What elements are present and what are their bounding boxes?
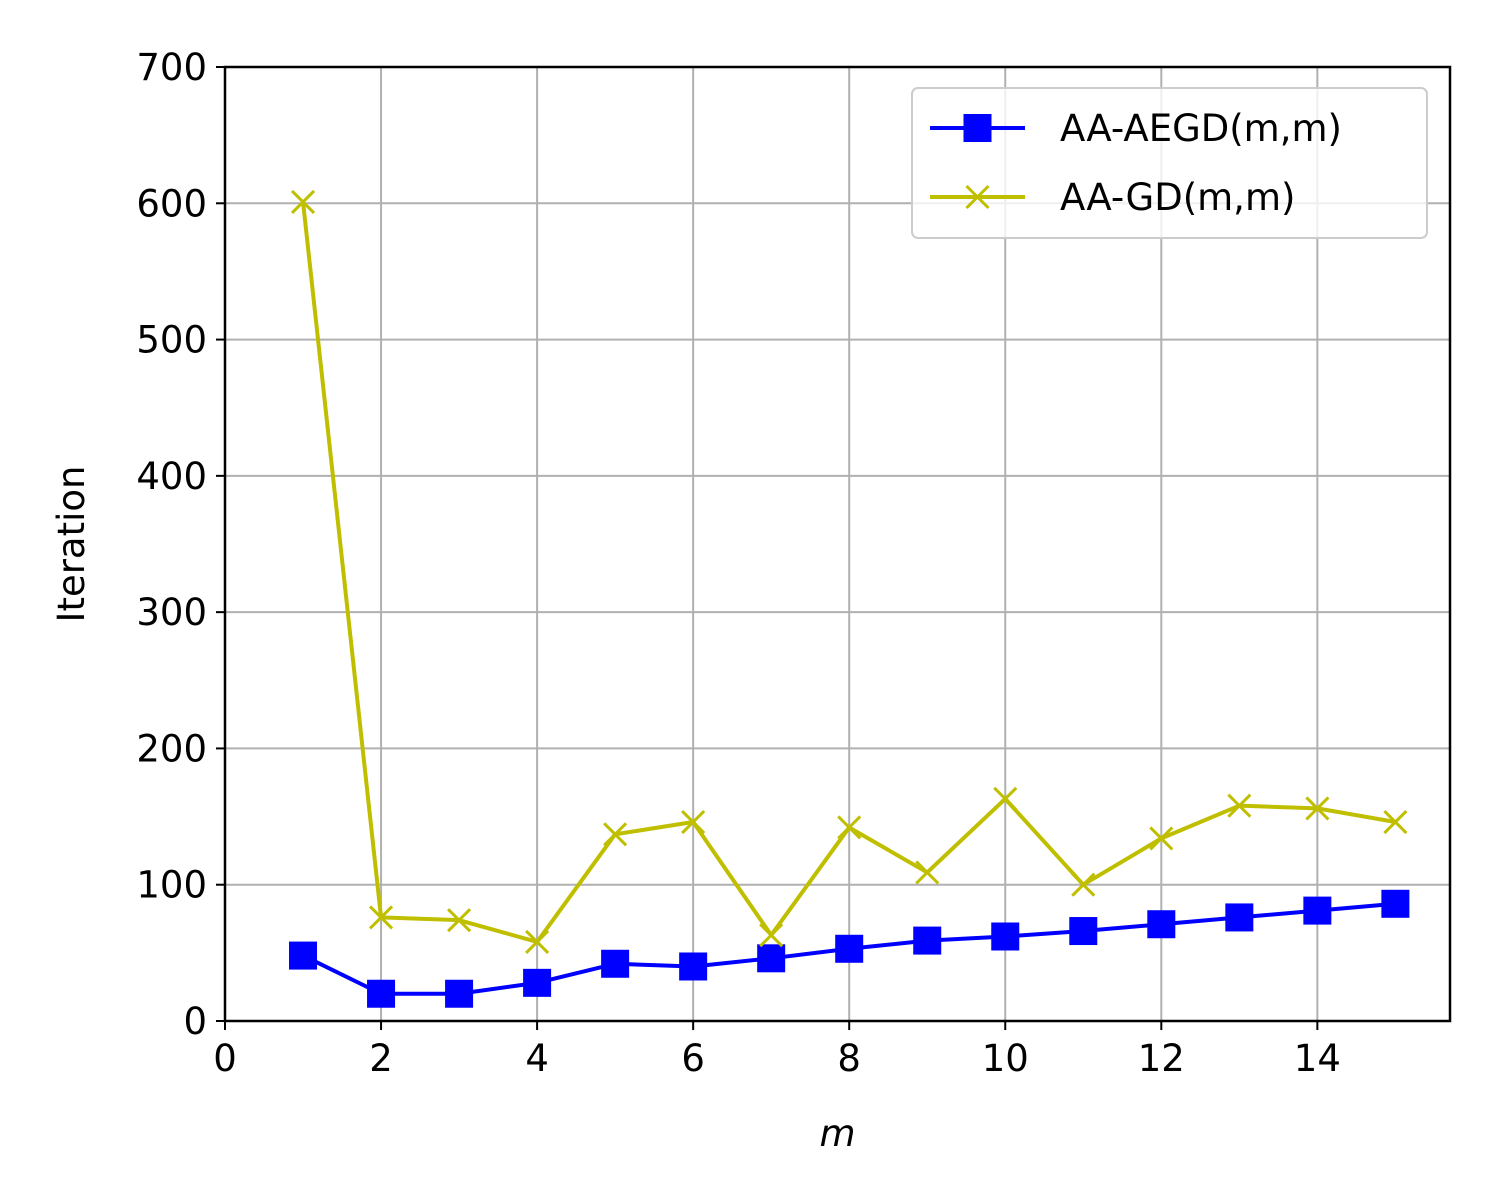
data-point	[523, 968, 552, 997]
data-point	[835, 934, 864, 963]
legend-item: AA-AEGD(m,m)	[930, 107, 1342, 150]
data-point	[1149, 826, 1174, 851]
data-point	[601, 949, 630, 978]
x-tick-label: 10	[982, 1037, 1029, 1080]
data-point	[1383, 809, 1408, 835]
data-point	[1069, 917, 1098, 946]
data-point	[1305, 796, 1330, 821]
data-point	[913, 926, 942, 955]
data-point	[759, 923, 784, 948]
plot-frame	[223, 65, 1452, 1023]
data-point	[837, 815, 862, 840]
data-point	[681, 809, 706, 835]
data-point	[1071, 872, 1096, 897]
legend: AA-AEGD(m,m) AA-GD(m,m)	[911, 87, 1428, 239]
data-point	[290, 189, 316, 214]
y-tick-label: 300	[136, 591, 207, 634]
legend-marker	[965, 184, 990, 210]
y-tick-label: 400	[136, 455, 207, 498]
data-point	[757, 944, 786, 973]
series-1	[289, 889, 1410, 1008]
ticks: 0 2 4 6 8 10 12 14 0 100 200 300 400 500 600 700	[136, 46, 1341, 1080]
x-axis-label: m	[819, 1112, 855, 1155]
data-point	[445, 979, 474, 1008]
x-tick-label: 2	[369, 1037, 393, 1080]
data-point	[603, 822, 628, 847]
data-point	[525, 929, 550, 955]
data-point	[447, 908, 472, 933]
legend-item: AA-GD(m,m)	[930, 176, 1295, 219]
x-tick-label: 14	[1294, 1037, 1341, 1080]
data-point	[993, 786, 1018, 811]
y-tick-label: 200	[136, 727, 207, 770]
data-point	[679, 952, 708, 981]
y-axis-label: Iteration	[50, 466, 93, 623]
legend-box	[911, 87, 1428, 239]
x-tick-label: 12	[1138, 1037, 1185, 1080]
data-point	[915, 860, 940, 885]
y-tick-label: 0	[183, 1000, 207, 1043]
data-point	[1303, 896, 1332, 925]
data-point	[1147, 910, 1176, 939]
data-point	[368, 905, 394, 930]
x-tick-label: 6	[681, 1037, 705, 1080]
data-point	[289, 941, 318, 970]
y-tick-label: 600	[136, 182, 207, 225]
legend-label: AA-AEGD(m,m)	[1060, 107, 1342, 150]
series-2	[290, 189, 1408, 955]
series-layer	[289, 189, 1410, 1008]
x-tick-label: 8	[837, 1037, 861, 1080]
x-tick-label: 0	[213, 1037, 237, 1080]
y-tick-label: 500	[136, 319, 207, 362]
x-tick-label: 4	[525, 1037, 549, 1080]
legend-label: AA-GD(m,m)	[1060, 176, 1295, 219]
data-point	[1225, 903, 1254, 932]
legend-marker	[963, 114, 992, 142]
y-tick-label: 700	[136, 46, 207, 89]
y-tick-label: 100	[136, 864, 207, 907]
data-point	[1227, 793, 1252, 818]
data-point	[1381, 889, 1410, 918]
data-point	[991, 922, 1020, 951]
data-point	[367, 979, 396, 1008]
